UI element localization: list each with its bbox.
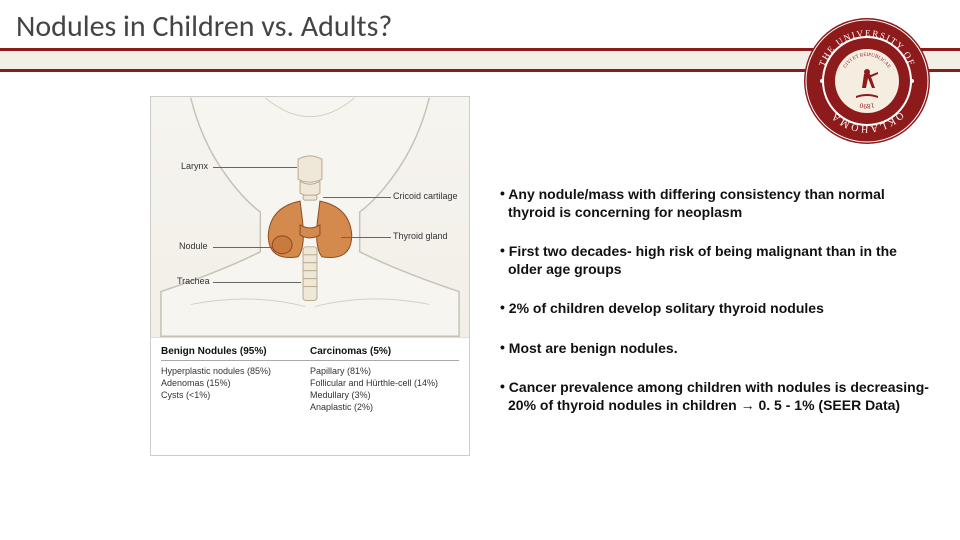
university-seal: THE UNIVERSITY OF OKLAHOMA CIVI ET REIPU… bbox=[802, 16, 932, 146]
bullet-list: • Any nodule/mass with differing consist… bbox=[500, 186, 930, 436]
bullet-item: • First two decades- high risk of being … bbox=[500, 243, 930, 278]
carcinoma-row: Anaplastic (2%) bbox=[310, 401, 459, 413]
bullet-item: • Cancer prevalence among children with … bbox=[500, 379, 930, 414]
carcinoma-header: Carcinomas (5%) bbox=[310, 346, 459, 361]
benign-row: Cysts (<1%) bbox=[161, 389, 310, 401]
label-cricoid: Cricoid cartilage bbox=[393, 191, 458, 201]
carcinoma-row: Medullary (3%) bbox=[310, 389, 459, 401]
benign-header: Benign Nodules (95%) bbox=[161, 346, 310, 361]
label-larynx: Larynx bbox=[181, 161, 208, 171]
carcinoma-row: Papillary (81%) bbox=[310, 365, 459, 377]
bullet-item: • Most are benign nodules. bbox=[500, 340, 930, 358]
anatomy-figure: Larynx Nodule Trachea Cricoid cartilage … bbox=[150, 96, 470, 456]
carcinoma-row: Follicular and Hürthle-cell (14%) bbox=[310, 377, 459, 389]
label-thyroid: Thyroid gland bbox=[393, 231, 448, 241]
bullet-item: • Any nodule/mass with differing consist… bbox=[500, 186, 930, 221]
label-nodule: Nodule bbox=[179, 241, 208, 251]
benign-row: Adenomas (15%) bbox=[161, 377, 310, 389]
benign-row: Hyperplastic nodules (85%) bbox=[161, 365, 310, 377]
bullet-item: • 2% of children develop solitary thyroi… bbox=[500, 300, 930, 318]
label-trachea: Trachea bbox=[177, 276, 210, 286]
nodule-classification-table: Benign Nodules (95%) Hyperplastic nodule… bbox=[151, 337, 469, 455]
anatomy-illustration: Larynx Nodule Trachea Cricoid cartilage … bbox=[151, 97, 469, 337]
